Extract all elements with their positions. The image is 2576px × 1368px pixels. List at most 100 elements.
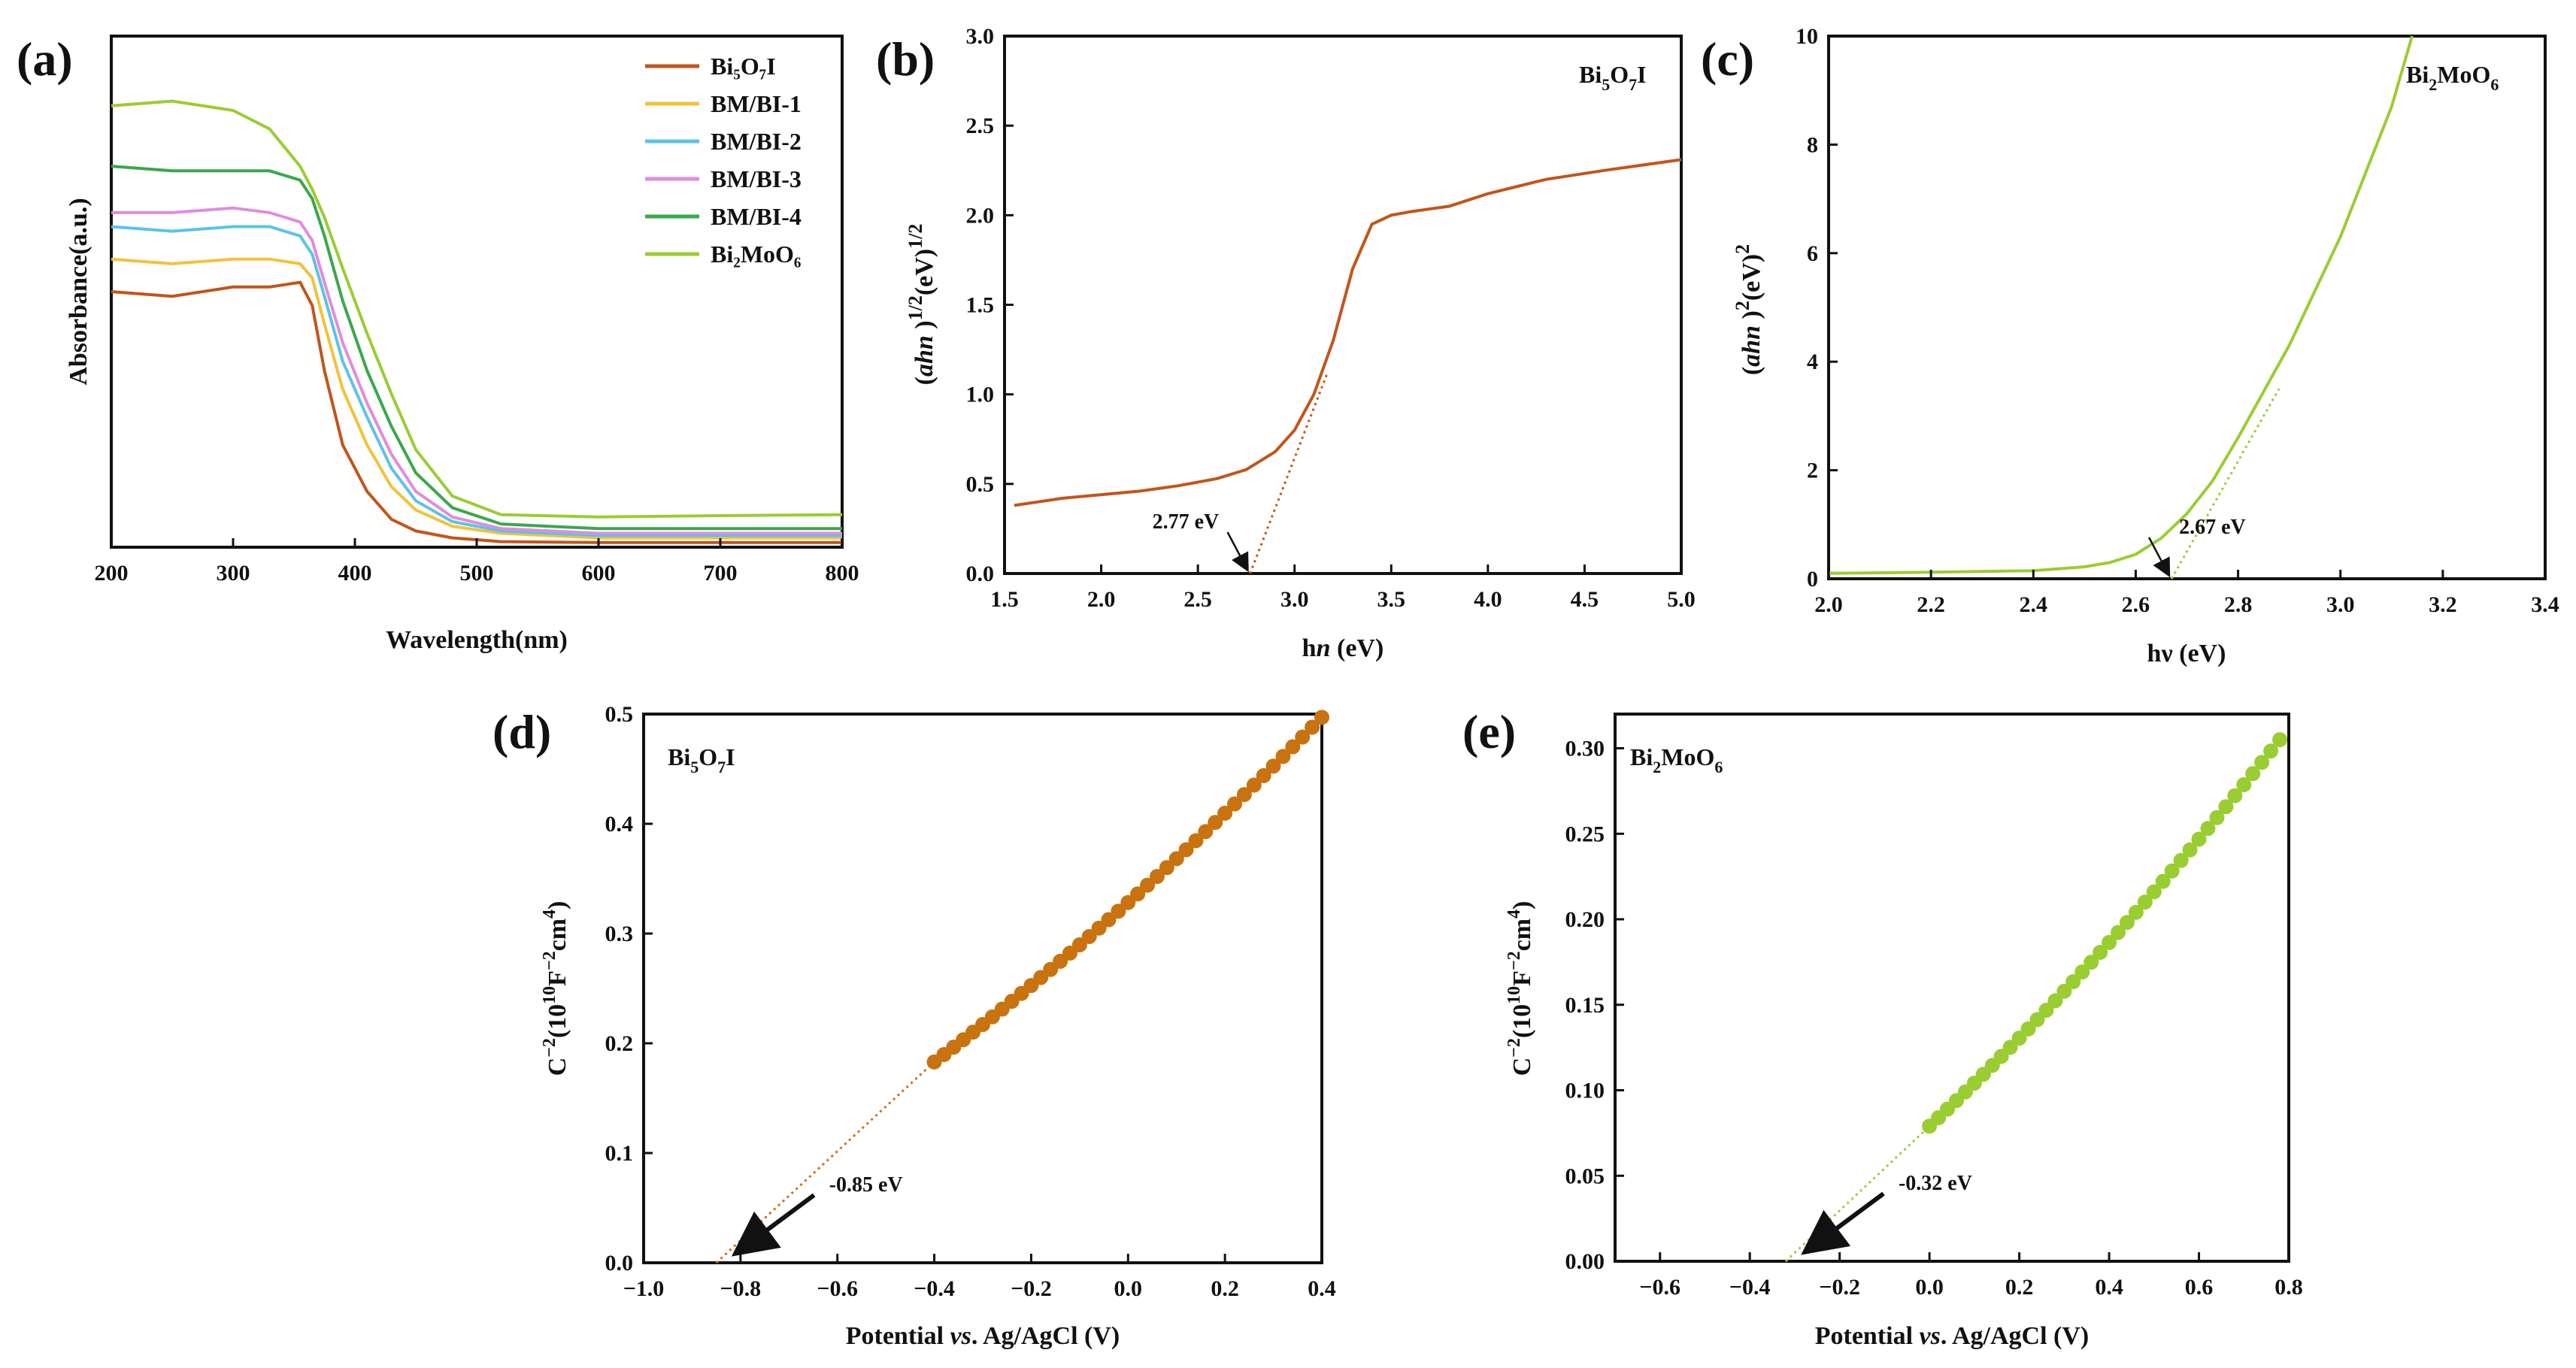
- legend-a: Bi₅O₇I BM/BI-1 BM/BI-2 BM/BI-3 BM/BI-4 Bi₂MoO…: [645, 53, 802, 268]
- y-axis-title-c: (ahn )2(eV)2: [1732, 244, 1765, 375]
- e-data-point: [2084, 955, 2099, 970]
- x-ticks-a: 200 300 400 500 600 700 800: [95, 538, 859, 586]
- e-data-point: [2245, 766, 2261, 782]
- e-data-point: [2155, 873, 2171, 889]
- d-data-point: [1305, 719, 1320, 735]
- d-fit-line: [715, 1061, 935, 1264]
- b-x-tick-label: 4.5: [1571, 587, 1599, 612]
- plot-area-b: 1.5 2.0 2.5 3.0 3.5 4.0 4.5 5.0 0.0 0.5 1.0 1.5 2.0 2…: [966, 24, 1696, 612]
- e-data-point: [2119, 915, 2135, 931]
- d-y-tick-label: 0.4: [605, 812, 634, 837]
- a-x-tick-label: 600: [582, 561, 616, 586]
- c-x-tick-label: 3.2: [2429, 592, 2457, 617]
- d-data-point: [1208, 815, 1223, 831]
- c-x-tick-label: 2.0: [1814, 592, 1843, 617]
- d-data-point: [1091, 920, 1107, 936]
- d-data-point: [1140, 877, 1156, 893]
- d-data-point: [1295, 729, 1311, 745]
- e-data-point: [2128, 904, 2144, 920]
- d-data-point: [1111, 903, 1126, 919]
- e-data-point: [2209, 810, 2225, 825]
- d-x-tick-label: −0.8: [720, 1276, 762, 1301]
- c-y-tick-label: 2: [1807, 459, 1818, 483]
- e-data-point: [2074, 964, 2090, 980]
- e-y-tick-label: 0.10: [1565, 1079, 1605, 1103]
- x-axis-title-b: hn (eV): [1302, 634, 1384, 662]
- inset-label-b: Bi5O7I: [1579, 61, 1647, 94]
- a-x-tick-label: 500: [460, 561, 494, 586]
- d-data-point: [1101, 912, 1117, 928]
- b-y-tick-label: 0.5: [966, 472, 995, 497]
- d-data-point: [1159, 860, 1174, 876]
- d-data-point: [1168, 851, 1184, 867]
- d-y-tick-label: 0.3: [605, 922, 634, 946]
- c-x-tick-label: 2.6: [2122, 592, 2150, 617]
- e-data-point: [2191, 831, 2207, 847]
- e-data-point: [2029, 1012, 2045, 1028]
- b-series-line: [1014, 158, 1682, 507]
- e-fit-line: [1784, 1125, 1931, 1263]
- d-x-tick-label: −1.0: [623, 1276, 665, 1301]
- d-x-tick-label: −0.6: [817, 1276, 858, 1301]
- inset-label-d: Bi5O7I: [668, 743, 735, 776]
- x-axis-title-e: Potential vs. Ag/AgCl (V): [1815, 1322, 2090, 1350]
- d-x-tick-label: −0.2: [1011, 1276, 1052, 1301]
- b-x-tick-label: 2.5: [1183, 587, 1212, 612]
- inset-label-c: Bi2MoO6: [2406, 61, 2499, 94]
- panel-label-d: (d): [492, 705, 551, 758]
- e-x-tick-label: 0.6: [2185, 1275, 2214, 1300]
- panel-d: (d) −1.0 −0.8 −0.6 −0.4 −0.2 0.0 0.2 0.4 0.0 0.1 0…: [492, 702, 1336, 1350]
- series-group-a: [111, 99, 843, 544]
- panel-b: (b) 1.5 2.0 2.5 3.0 3.5 4.0 4.5 5.00.00.51.01.5…: [876, 24, 1696, 662]
- series-line-a-4: [111, 165, 842, 531]
- b-y-tick-label: 1.0: [966, 383, 995, 407]
- series-line-a-1: [111, 257, 842, 540]
- legend-label-1: BM/BI-1: [711, 90, 802, 117]
- b-annotation-arrow: [1226, 531, 1249, 573]
- series-line-a-3: [111, 206, 842, 535]
- d-data-point: [1227, 796, 1243, 812]
- b-x-tick-label: 2.0: [1087, 587, 1116, 612]
- c-annotation-arrow: [2147, 537, 2171, 578]
- panel-label-b: (b): [876, 32, 935, 86]
- d-data-point: [1081, 928, 1097, 944]
- a-x-tick-label: 300: [217, 561, 250, 586]
- y-axis-title-e: C−2(1010F−2cm4): [1505, 901, 1536, 1076]
- d-data-point: [1265, 758, 1281, 774]
- e-data-point: [2038, 1003, 2054, 1018]
- e-y-tick-label: 0.05: [1565, 1164, 1605, 1188]
- y-axis-title-b: (ahn )1/2(eV)1/2: [905, 224, 938, 386]
- c-x-tick-label: 2.2: [1917, 592, 1945, 617]
- b-y-tick-label: 2.0: [966, 203, 995, 228]
- e-data-point: [2102, 934, 2117, 950]
- plot-frame-d: [642, 713, 1323, 1264]
- b-x-tick-label: 5.0: [1667, 587, 1696, 612]
- e-x-tick-label: −0.6: [1639, 1275, 1680, 1300]
- plot-area-d: −1.0 −0.8 −0.6 −0.4 −0.2 0.0 0.2 0.4 0.0 0.1 0.2 0.…: [605, 702, 1336, 1301]
- e-data-point: [2200, 821, 2216, 837]
- d-annotation-label: -0.85 eV: [829, 1173, 903, 1197]
- e-annotation-label: -0.32 eV: [1899, 1172, 1972, 1195]
- e-data-point: [2056, 983, 2072, 999]
- e-data-point: [2218, 799, 2234, 815]
- plot-area-c: 2.0 2.2 2.4 2.6 2.8 3.0 3.2 3.4 0 2 4 6 8 10 2.67 eV: [1796, 24, 2559, 617]
- b-x-tick-label: 4.0: [1474, 587, 1502, 612]
- a-x-tick-label: 200: [95, 561, 129, 586]
- c-series-line: [1828, 35, 2414, 575]
- e-data-point: [2236, 776, 2252, 792]
- c-y-tick-label: 0: [1807, 567, 1818, 592]
- d-data-point: [1130, 886, 1146, 902]
- d-x-tick-label: 0.4: [1308, 1276, 1336, 1301]
- e-data-point: [2065, 974, 2081, 990]
- plot-frame-c: [1827, 35, 2547, 580]
- x-axis-title-d: Potential vs. Ag/AgCl (V): [846, 1322, 1120, 1350]
- e-data-point: [2164, 863, 2180, 879]
- e-x-tick-label: 0.0: [1915, 1275, 1944, 1300]
- d-y-tick-label: 0.0: [605, 1251, 634, 1276]
- e-data-point: [2137, 894, 2153, 910]
- c-y-tick-label: 4: [1807, 350, 1818, 374]
- series-line-a-0: [111, 280, 842, 544]
- b-y-tick-label: 0.0: [966, 561, 995, 586]
- c-fit-line: [2170, 388, 2281, 580]
